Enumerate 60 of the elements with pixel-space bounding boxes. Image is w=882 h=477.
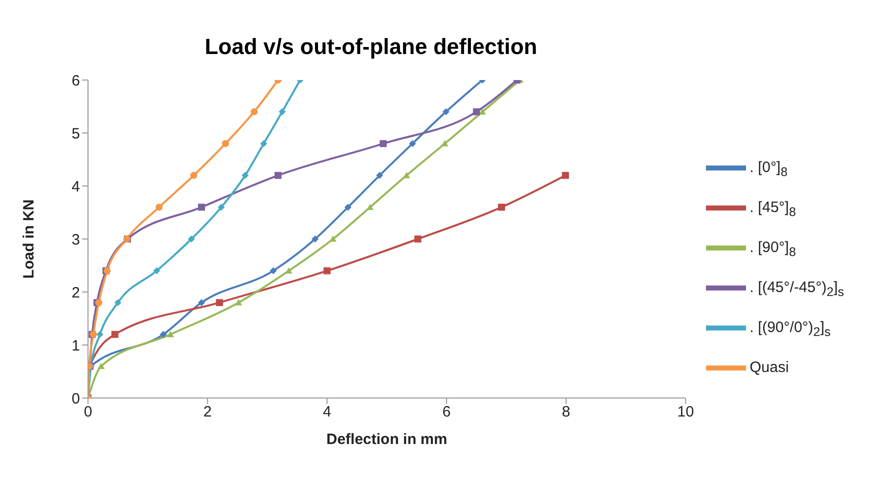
legend-label: . [(45°/-45°)$_{2}$]$_{s}$: [750, 278, 844, 299]
point: [344, 204, 352, 211]
y-tick-label: 5: [72, 125, 80, 142]
x-tick-label: 8: [562, 404, 570, 421]
point: [376, 172, 384, 179]
y-axis-title: Load in KN: [20, 199, 38, 279]
legend-label: Quasi: [750, 358, 789, 376]
point: [198, 204, 206, 211]
point: [441, 140, 448, 146]
point: [160, 330, 167, 338]
x-tick-label: 10: [677, 404, 694, 421]
x-tick-label: 2: [203, 404, 212, 421]
point: [250, 108, 258, 116]
point: [198, 299, 206, 306]
x-tick-label: 4: [322, 404, 332, 421]
point: [403, 172, 410, 178]
point: [190, 172, 198, 179]
point: [270, 267, 277, 274]
y-tick-label: 1: [72, 337, 80, 354]
point: [274, 172, 282, 179]
point: [156, 204, 163, 211]
point: [153, 267, 160, 274]
point: [366, 204, 374, 210]
y-tick-label: 2: [72, 284, 80, 302]
point: [278, 108, 286, 116]
point: [414, 236, 422, 242]
y-tick-label: 0: [72, 390, 80, 408]
point: [114, 299, 122, 306]
point: [96, 330, 104, 338]
point: [222, 140, 229, 148]
legend-label: . [0°]$_{8}$: [750, 158, 788, 179]
point: [235, 299, 242, 306]
legend-label: . [90°]$_{8}$: [750, 238, 796, 259]
point: [330, 236, 337, 242]
y-tick-label: 6: [72, 72, 80, 90]
y-tick-label: 3: [72, 231, 80, 248]
legend-label: . [(90°/0°)$_{2}$]$_{s}$: [750, 318, 831, 339]
x-tick-label: 0: [84, 404, 92, 421]
point: [312, 236, 319, 242]
point: [188, 236, 195, 242]
point: [242, 172, 249, 179]
point: [380, 140, 387, 148]
point: [285, 267, 292, 274]
point: [562, 172, 569, 179]
chart-title: Load v/s out-of-plane deflection: [204, 33, 538, 61]
x-tick-label: 6: [442, 404, 451, 421]
point: [472, 108, 480, 116]
x-axis-title: Deflection in mm: [326, 431, 448, 448]
point: [442, 108, 450, 116]
point: [498, 204, 506, 211]
point: [216, 299, 223, 306]
point: [111, 330, 118, 338]
point: [166, 330, 174, 338]
y-tick-label: 4: [72, 178, 80, 196]
point: [408, 140, 416, 148]
point: [218, 204, 225, 211]
point: [98, 362, 105, 369]
point: [260, 140, 268, 148]
legend-label: . [45°]$_{8}$: [750, 198, 796, 219]
point: [324, 267, 331, 274]
